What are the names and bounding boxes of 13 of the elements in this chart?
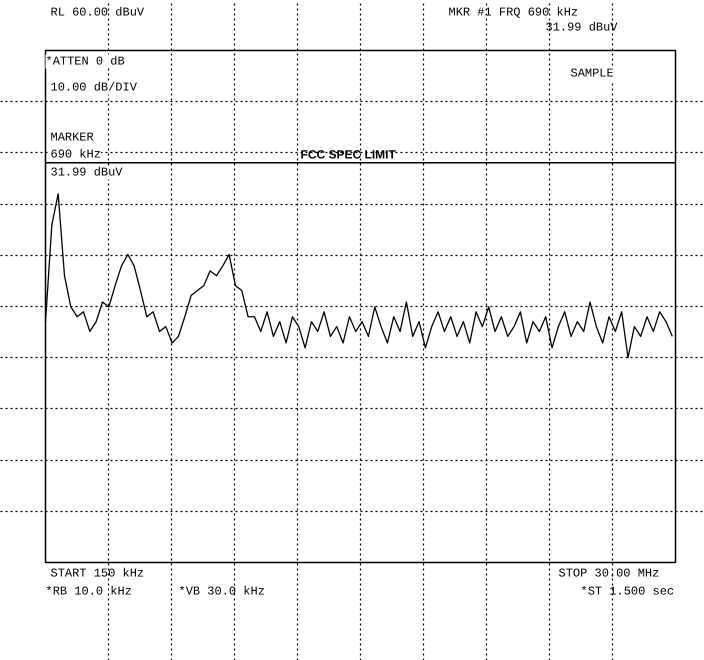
text: 10.00 dB/DIV xyxy=(50,80,138,94)
text: 31.99 dBuV xyxy=(546,20,618,34)
text: 31.99 dBuV xyxy=(50,166,124,180)
text: STOP 30.00 MHz xyxy=(558,566,660,580)
text: MARKER xyxy=(50,130,94,144)
text: SAMPLE xyxy=(570,66,614,80)
text: *VB 30.0 kHz xyxy=(178,584,265,598)
text: 690 kHz xyxy=(50,148,101,162)
text: *ST 1.500 sec xyxy=(580,584,674,598)
text: START 150 kHz xyxy=(50,566,144,580)
text: *RB 10.0 kHz xyxy=(46,584,132,598)
text: RL 60.00 dBuV xyxy=(50,6,145,20)
text: *ATTEN 0 dB xyxy=(46,54,125,68)
